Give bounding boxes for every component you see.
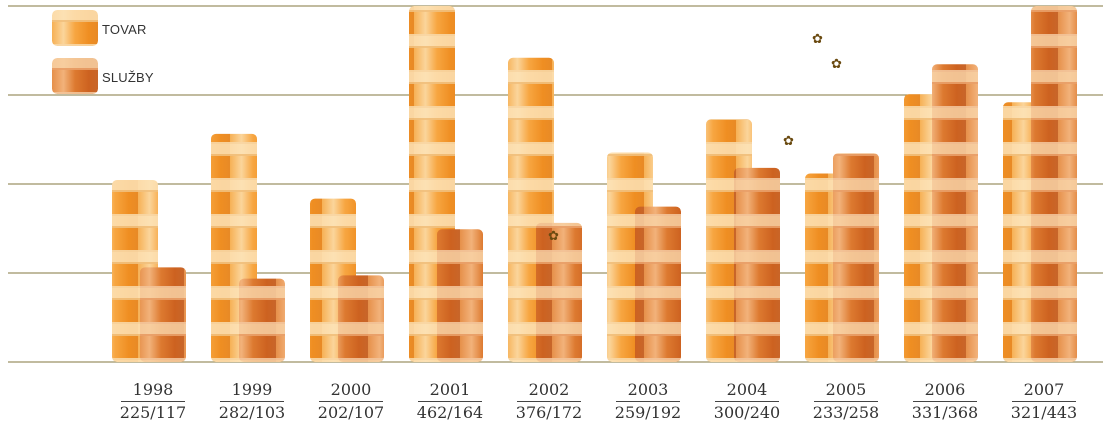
bee-icon: ✿: [548, 229, 559, 244]
x-tick-values: 233/258: [812, 403, 880, 422]
bar-sluzby-2006: [932, 64, 978, 362]
bar-sluzby-2004: [734, 167, 780, 362]
bar-sluzby-2005: [833, 153, 879, 362]
x-label-2007: 2007 321/443: [1004, 381, 1084, 422]
x-tick-year: 2001: [418, 381, 482, 402]
x-label-2006: 2006 331/368: [905, 381, 985, 422]
bar-sluzby-1999: [239, 278, 285, 362]
legend-item-tovar: TOVAR: [52, 10, 212, 46]
x-tick-year: 2005: [814, 381, 878, 402]
x-tick-values: 225/117: [119, 403, 187, 422]
x-tick-values: 321/443: [1010, 403, 1078, 422]
legend: TOVAR SLUŽBY: [52, 10, 212, 100]
x-label-1998: 1998 225/117: [113, 381, 193, 422]
bee-icon: ✿: [831, 57, 842, 72]
legend-swatch-sluzby: [52, 58, 98, 94]
x-tick-year: 2006: [913, 381, 977, 402]
bee-icon: ✿: [812, 32, 823, 47]
x-tick-year: 1999: [220, 381, 284, 402]
x-label-2004: 2004 300/240: [707, 381, 787, 422]
bar-sluzby-2000: [338, 275, 384, 362]
x-tick-values: 331/368: [911, 403, 979, 422]
legend-label-sluzby: SLUŽBY: [102, 70, 154, 85]
x-tick-values: 202/107: [317, 403, 385, 422]
x-tick-year: 2000: [319, 381, 383, 402]
x-tick-values: 462/164: [416, 403, 484, 422]
x-label-2005: 2005 233/258: [806, 381, 886, 422]
bee-icon: ✿: [783, 134, 794, 149]
x-tick-year: 2003: [616, 381, 680, 402]
x-tick-year: 1998: [121, 381, 185, 402]
x-tick-values: 259/192: [614, 403, 682, 422]
x-tick-year: 2002: [517, 381, 581, 402]
x-label-2001: 2001 462/164: [410, 381, 490, 422]
x-tick-values: 282/103: [218, 403, 286, 422]
x-label-1999: 1999 282/103: [212, 381, 292, 422]
bar-sluzby-2002: [536, 222, 582, 362]
bar-sluzby-2003: [635, 206, 681, 362]
legend-label-tovar: TOVAR: [102, 22, 147, 37]
x-tick-year: 2007: [1012, 381, 1076, 402]
legend-item-sluzby: SLUŽBY: [52, 58, 212, 94]
x-tick-values: 376/172: [515, 403, 583, 422]
legend-swatch-tovar: [52, 10, 98, 46]
x-label-2003: 2003 259/192: [608, 381, 688, 422]
bar-sluzby-1998: [140, 267, 186, 362]
bar-sluzby-2001: [437, 229, 483, 362]
x-tick-year: 2004: [715, 381, 779, 402]
x-tick-values: 300/240: [713, 403, 781, 422]
x-label-2000: 2000 202/107: [311, 381, 391, 422]
x-label-2002: 2002 376/172: [509, 381, 589, 422]
bar-sluzby-2007: [1031, 6, 1077, 362]
